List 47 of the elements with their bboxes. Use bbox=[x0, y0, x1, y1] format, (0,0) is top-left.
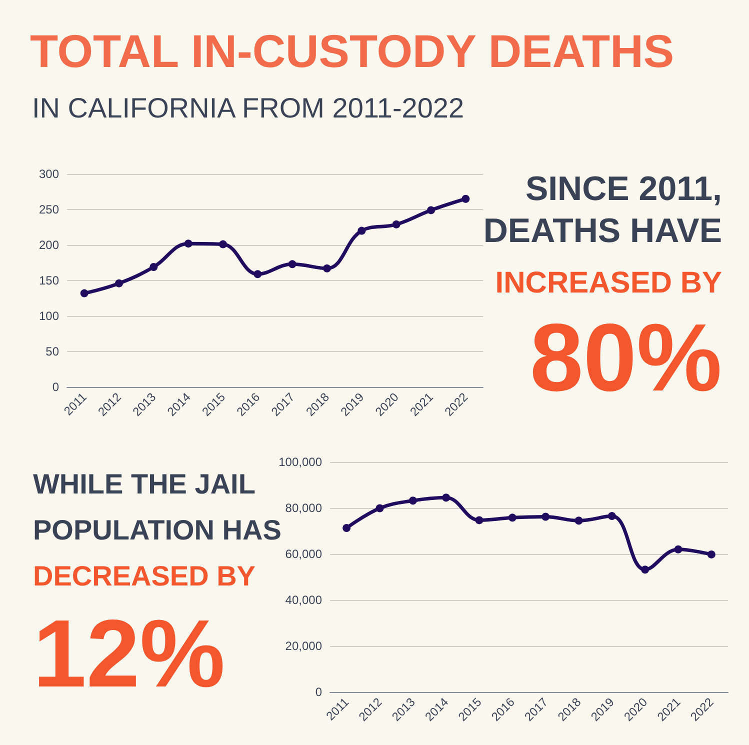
point bbox=[542, 512, 550, 521]
point bbox=[427, 206, 435, 214]
point bbox=[475, 516, 484, 524]
point bbox=[115, 279, 123, 288]
point bbox=[358, 226, 366, 235]
point bbox=[608, 512, 616, 520]
y-tick-label: 40,000 bbox=[285, 593, 322, 607]
text: SINCE 2011, bbox=[525, 170, 722, 208]
point bbox=[80, 289, 88, 298]
y-tick-label: 100 bbox=[38, 309, 60, 323]
y-tick-label: 100,000 bbox=[278, 455, 322, 469]
point bbox=[150, 263, 158, 272]
y-tick-label: 50 bbox=[46, 344, 60, 358]
point bbox=[574, 516, 583, 525]
text: DECREASED BY bbox=[33, 560, 256, 592]
point bbox=[288, 260, 296, 268]
y-tick-label: 80,000 bbox=[285, 501, 322, 515]
y-tick-label: 0 bbox=[52, 380, 60, 394]
text: WHILE THE JAIL bbox=[33, 468, 256, 500]
point bbox=[254, 270, 262, 278]
point bbox=[219, 240, 227, 248]
y-tick-label: 300 bbox=[38, 167, 60, 181]
y-tick-label: 60,000 bbox=[285, 547, 322, 561]
chart-title: TOTAL IN-CUSTODY DEATHS bbox=[30, 25, 674, 77]
y-tick-label: 20,000 bbox=[285, 639, 322, 653]
y-tick-label: 150 bbox=[38, 274, 60, 288]
point bbox=[342, 524, 351, 532]
point bbox=[392, 220, 400, 228]
point bbox=[323, 264, 331, 272]
text: POPULATION HAS bbox=[33, 514, 282, 546]
y-tick-label: 0 bbox=[315, 685, 322, 699]
y-tick-label: 250 bbox=[38, 202, 60, 216]
text: DEATHS HAVE bbox=[483, 212, 722, 250]
point bbox=[184, 240, 192, 248]
point bbox=[707, 550, 716, 558]
chart-subtitle: IN CALIFORNIA FROM 2011-2022 bbox=[32, 92, 464, 124]
point bbox=[641, 566, 650, 574]
text: 80% bbox=[530, 304, 722, 412]
point bbox=[376, 504, 384, 512]
point bbox=[674, 545, 682, 554]
point bbox=[508, 514, 516, 522]
text: 12% bbox=[33, 600, 226, 708]
y-tick-label: 200 bbox=[38, 238, 60, 252]
point bbox=[408, 496, 417, 505]
point bbox=[462, 194, 470, 203]
point bbox=[442, 494, 450, 502]
text: INCREASED BY bbox=[495, 266, 722, 300]
